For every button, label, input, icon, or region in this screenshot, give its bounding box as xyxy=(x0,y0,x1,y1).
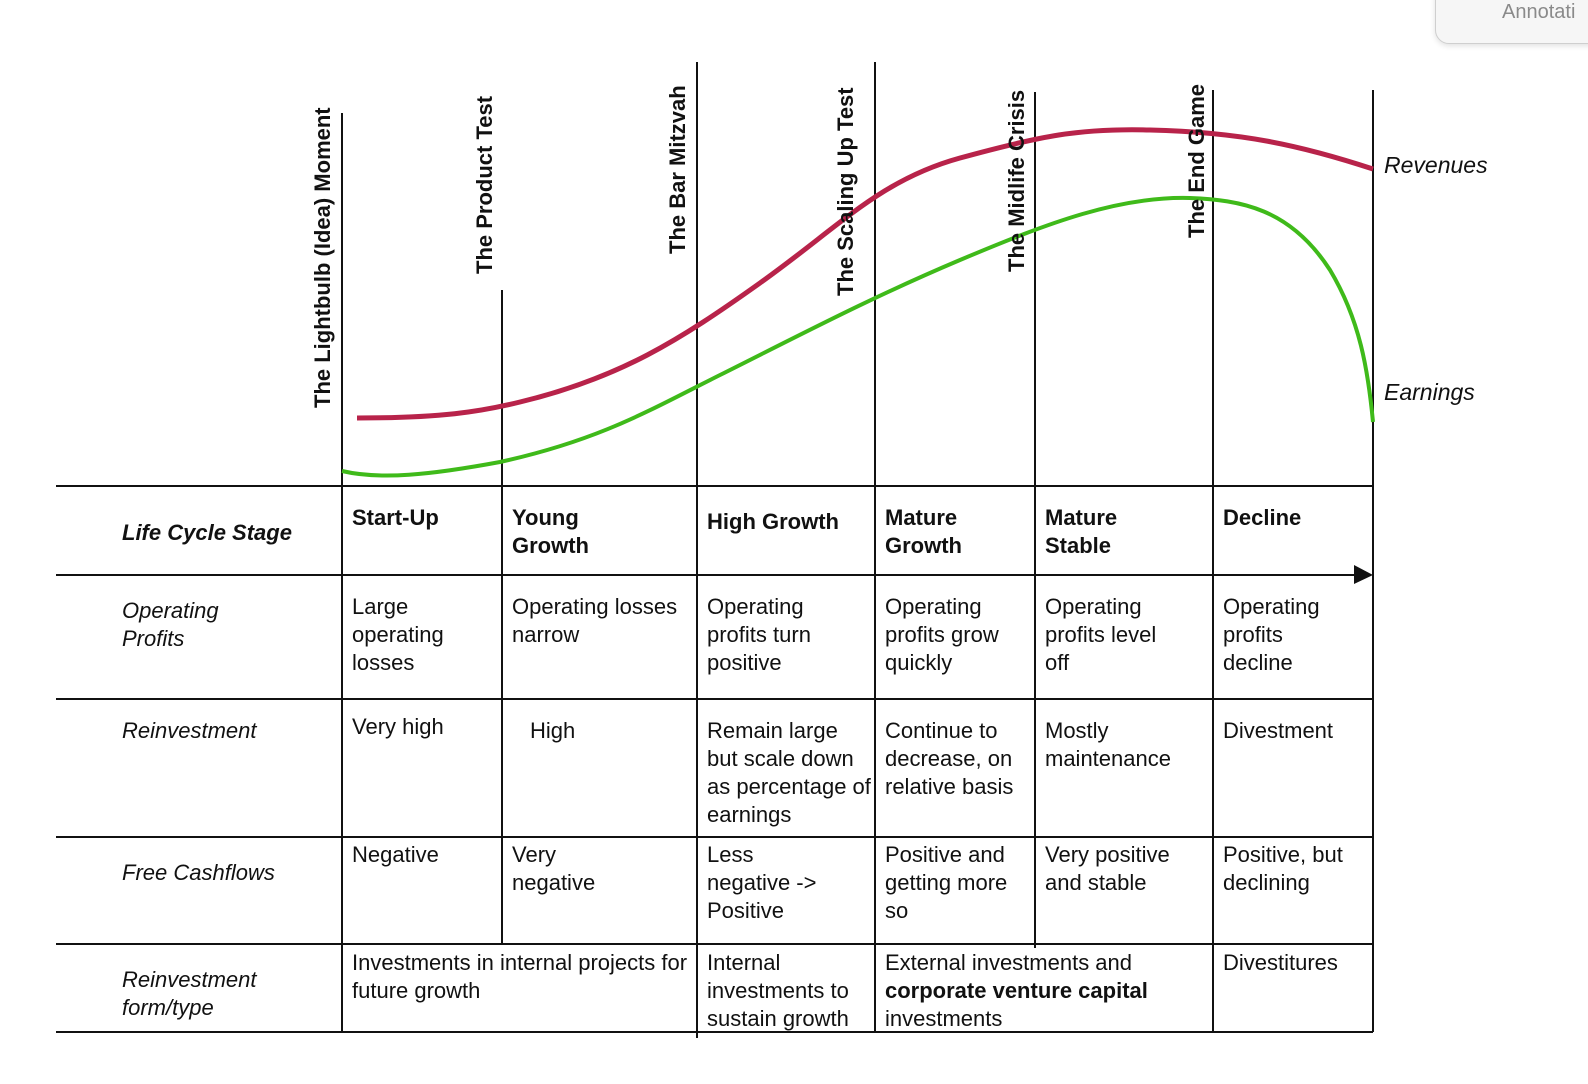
fcf-decline: Positive, but declining xyxy=(1223,842,1343,895)
fcf-startup: Negative xyxy=(352,842,439,867)
form-divestitures: Divestitures xyxy=(1223,950,1338,975)
milestone-lightbulb: The Lightbulb (Idea) Moment xyxy=(310,107,335,408)
reinvest-mature-stable: Mostly maintenance xyxy=(1045,718,1171,771)
reinvest-high: Remain large but scale down as percentag… xyxy=(707,718,871,827)
form-internal-future: Investments in internal projects for fut… xyxy=(352,950,688,1003)
op-profits-high: Operating profits turn positive xyxy=(707,594,811,675)
revenues-curve xyxy=(356,127,1374,421)
stage-header-mature-stable: Mature Stable xyxy=(1045,505,1118,558)
fcf-high: Less negative -> Positive xyxy=(707,842,817,923)
fcf-mature-growth: Positive and getting more so xyxy=(885,842,1008,923)
op-profits-young: Operating losses narrow xyxy=(512,594,678,647)
op-profits-decline: Operating profits decline xyxy=(1223,594,1320,675)
milestone-scaling-up: The Scaling Up Test xyxy=(833,87,858,296)
stage-header-young-growth: Young Growth xyxy=(512,505,589,558)
form-external-suffix: investments xyxy=(885,1006,1003,1031)
form-external-prefix: External investments and xyxy=(885,950,1133,975)
fcf-young: Very negative xyxy=(512,842,596,895)
milestone-product-test: The Product Test xyxy=(472,95,497,274)
stage-header-high-growth: High Growth xyxy=(707,509,839,534)
op-profits-mature-stable: Operating profits level off xyxy=(1045,594,1157,675)
annotation-popup[interactable]: Annotati xyxy=(1435,0,1588,44)
row-label-stage: Life Cycle Stage xyxy=(122,520,292,545)
reinvest-decline: Divestment xyxy=(1223,718,1334,743)
form-external-bold: corporate venture capital xyxy=(885,978,1148,1003)
row-label-free-cashflows: Free Cashflows xyxy=(122,860,275,885)
annotation-popup-label: Annotati xyxy=(1502,1,1576,23)
earnings-curve xyxy=(341,195,1375,478)
reinvest-startup: Very high xyxy=(352,714,444,739)
row-label-operating-profits: Operating Profits xyxy=(122,598,219,651)
revenues-label: Revenues xyxy=(1384,152,1488,178)
arrow-head xyxy=(1354,565,1373,584)
stage-header-mature-growth: Mature Growth xyxy=(885,505,962,558)
stage-header-startup: Start-Up xyxy=(352,505,439,530)
form-external: External investments and corporate ventu… xyxy=(885,949,1185,1033)
row-label-reinvestment-form: Reinvestment form/type xyxy=(122,967,257,1020)
fcf-mature-stable: Very positive and stable xyxy=(1045,842,1170,895)
earnings-label: Earnings xyxy=(1384,379,1475,405)
op-profits-startup: Large operating losses xyxy=(352,594,444,675)
reinvest-young: High xyxy=(530,718,576,743)
milestone-bar-mitzvah: The Bar Mitzvah xyxy=(665,85,690,254)
milestone-end-game: The End Game xyxy=(1184,83,1209,238)
stage-header-decline: Decline xyxy=(1223,505,1302,530)
form-internal-sustain: Internal investments to sustain growth xyxy=(707,950,849,1031)
reinvest-mature-growth: Continue to decrease, on relative basis xyxy=(885,718,1014,799)
milestone-midlife-crisis: The Midlife Crisis xyxy=(1004,89,1029,272)
op-profits-mature-growth: Operating profits grow quickly xyxy=(885,594,999,675)
row-label-reinvestment: Reinvestment xyxy=(122,718,257,743)
